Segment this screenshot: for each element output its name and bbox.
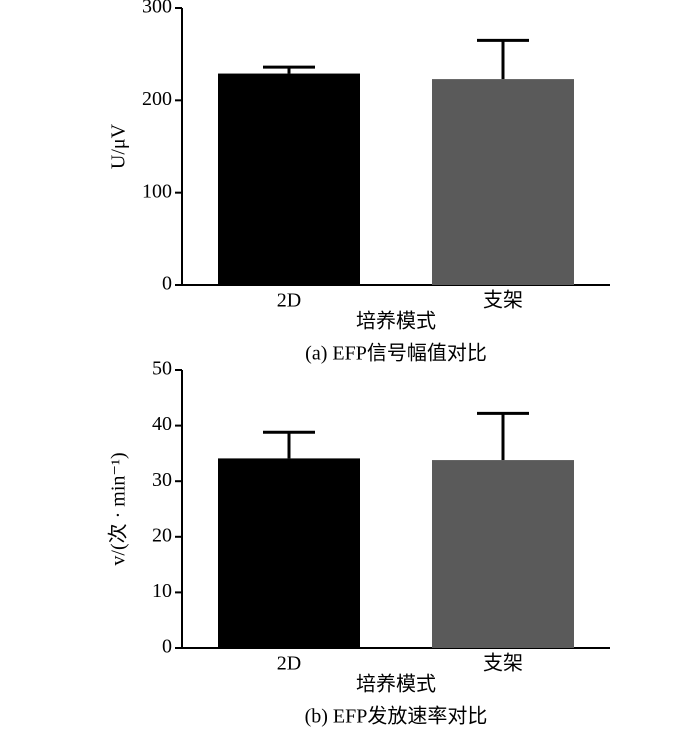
x-tick-label: 2D	[277, 290, 301, 312]
error-bar	[263, 430, 315, 459]
y-tick-label: 10	[152, 580, 172, 602]
x-tick-label: 支架	[483, 289, 523, 312]
error-bar	[263, 65, 315, 74]
y-tick-label: 0	[162, 636, 172, 658]
x-tick-label: 支架	[483, 652, 523, 675]
y-tick-label: 40	[152, 413, 172, 435]
y-tick-label: 200	[142, 88, 172, 110]
y-tick-label: 300	[142, 0, 172, 18]
y-tick-label: 0	[162, 273, 172, 295]
chart-title: (b) EFP发放速率对比	[305, 705, 488, 728]
bar	[432, 460, 574, 648]
x-axis-label: 培养模式	[356, 673, 436, 696]
y-tick-label: 50	[152, 358, 172, 380]
error-bar	[477, 411, 529, 461]
y-tick-label: 30	[152, 469, 172, 491]
error-bar	[477, 38, 529, 80]
y-tick-label: 100	[142, 180, 172, 202]
x-axis-label: 培养模式	[356, 310, 436, 333]
bar	[432, 79, 574, 285]
chart-title: (a) EFP信号幅值对比	[305, 342, 487, 365]
bar	[218, 73, 360, 285]
y-tick-label: 20	[152, 524, 172, 546]
y-axis-label: v/(次 · min⁻¹)	[107, 452, 130, 565]
y-axis-label: U/μV	[108, 123, 130, 169]
bar	[218, 458, 360, 648]
x-tick-label: 2D	[277, 653, 301, 675]
